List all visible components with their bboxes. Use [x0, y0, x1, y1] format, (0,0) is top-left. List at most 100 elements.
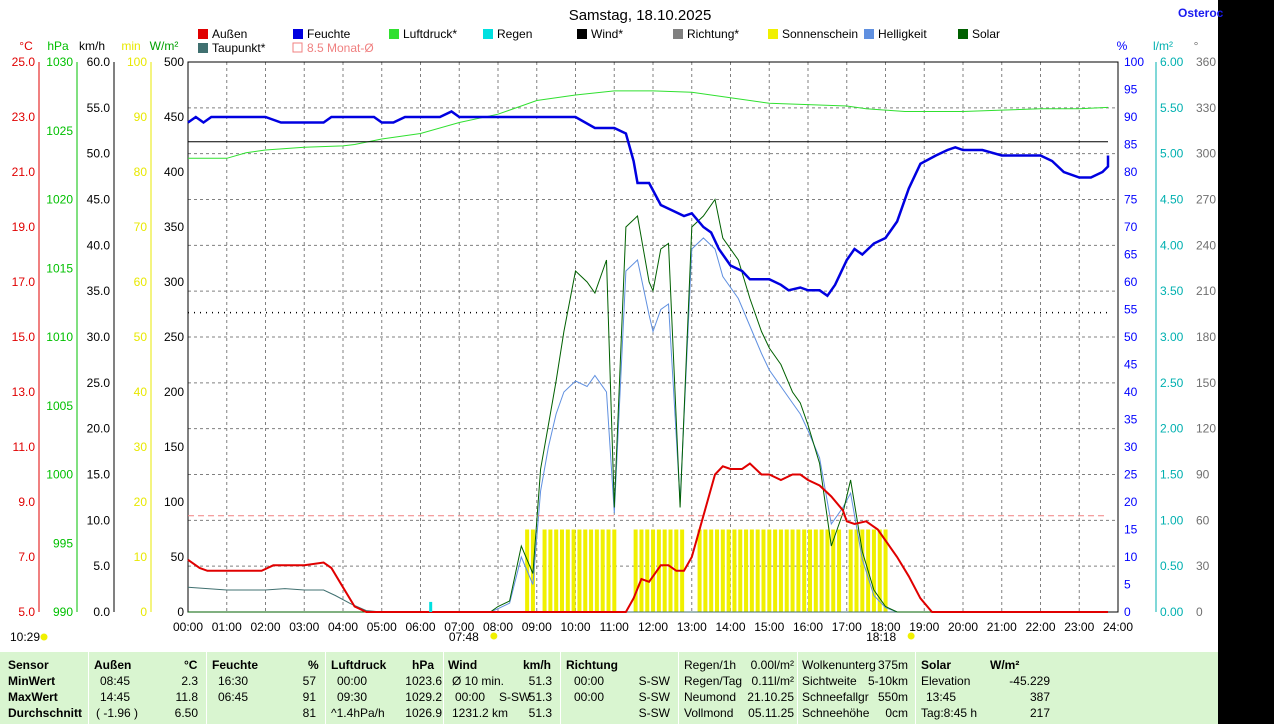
sunshine-bar — [548, 529, 553, 612]
solar-elevation-label: Elevation — [921, 674, 971, 688]
y-tick-label: 2.50 — [1160, 376, 1184, 390]
y-tick-label: 75 — [1124, 193, 1138, 207]
legend-label: Solar — [972, 27, 1000, 41]
legend-label: Helligkeit — [878, 27, 927, 41]
y-tick-label: 60 — [134, 275, 148, 289]
legend-swatch — [198, 43, 208, 53]
y-tick-label: 6.00 — [1160, 55, 1184, 69]
axis-unit-label: ° — [1194, 39, 1199, 53]
y-tick-label: 4.00 — [1160, 238, 1184, 252]
y-tick-label: 10 — [134, 550, 148, 564]
y-tick-label: 25 — [1124, 468, 1138, 482]
sunshine-bar — [854, 529, 859, 612]
richtung-max-time: 00:00 — [574, 690, 605, 704]
legend-label: Regen — [497, 27, 532, 41]
sunshine-bar — [831, 529, 836, 612]
sunshine-bar — [589, 529, 594, 612]
y-tick-label: 1020 — [46, 193, 73, 207]
sunshine-bar — [819, 529, 824, 612]
y-tick-label: 5.0 — [18, 605, 35, 619]
y-tick-label: 300 — [164, 275, 184, 289]
y-tick-label: 50 — [1124, 330, 1138, 344]
header-luftdruck-unit: hPa — [412, 658, 435, 672]
y-tick-label: 0.0 — [93, 605, 110, 619]
sunshine-bar — [860, 529, 865, 612]
statistics-table: Sensor Außen °C Feuchte % Luftdruck hPa … — [0, 652, 1218, 724]
legend-swatch — [577, 29, 587, 39]
legend-label: Feuchte — [307, 27, 351, 41]
site-name[interactable]: Osteroc — [1178, 6, 1224, 20]
x-tick-label: 05:00 — [367, 620, 397, 634]
y-tick-label: 450 — [164, 110, 184, 124]
y-tick-label: 150 — [1196, 376, 1216, 390]
x-tick-label: 00:00 — [173, 620, 203, 634]
y-tick-label: 21.0 — [12, 165, 36, 179]
sunshine-bar — [767, 529, 772, 612]
rain-day-label: Regen/Tag — [684, 674, 743, 688]
sunshine-bar — [662, 529, 667, 612]
solar-avg-value: 217 — [1029, 706, 1050, 720]
y-tick-label: 330 — [1196, 101, 1216, 115]
aussen-min-value: 2.3 — [181, 674, 198, 688]
cloud-base-label: Wolkenunterg — [802, 658, 876, 672]
sunshine-bar — [554, 529, 559, 612]
header-sensor: Sensor — [8, 658, 49, 672]
y-tick-label: 240 — [1196, 238, 1216, 252]
wind-min-label: Ø 10 min. — [452, 674, 505, 688]
feuchte-avg-value: 81 — [302, 706, 316, 720]
wind-min-value: 51.3 — [528, 674, 552, 688]
x-tick-label: 04:00 — [328, 620, 358, 634]
y-tick-label: 70 — [134, 220, 148, 234]
legend-label: 8.5 Monat-Ø — [307, 41, 374, 55]
y-tick-label: 500 — [164, 55, 184, 69]
x-tick-label: 20:00 — [948, 620, 978, 634]
y-tick-label: 55 — [1124, 303, 1138, 317]
y-tick-label: 30 — [1196, 559, 1210, 573]
sunshine-bar — [749, 529, 754, 612]
y-tick-label: 100 — [1124, 55, 1144, 69]
x-tick-label: 06:00 — [405, 620, 435, 634]
y-tick-label: 200 — [164, 385, 184, 399]
y-tick-label: 80 — [134, 165, 148, 179]
cloud-base-value: 375m — [877, 658, 908, 672]
x-tick-label: 02:00 — [250, 620, 280, 634]
sunshine-bar — [877, 529, 882, 612]
row-label-avg: Durchschnitt — [8, 706, 83, 720]
sunshine-bars — [525, 529, 888, 612]
y-tick-label: 95 — [1124, 83, 1138, 97]
y-tick-label: 1000 — [46, 468, 73, 482]
y-tick-label: 11.0 — [13, 440, 36, 454]
sunshine-bar — [871, 529, 876, 612]
visibility-label: Sichtweite — [802, 674, 857, 688]
x-tick-label: 18:00 — [870, 620, 900, 634]
x-tick-label: 14:00 — [715, 620, 745, 634]
richtung-avg-value: S-SW — [638, 706, 670, 720]
y-tick-label: 2.00 — [1160, 422, 1184, 436]
solar-elevation-value: -45.229 — [1009, 674, 1050, 688]
y-tick-label: 35 — [1124, 413, 1138, 427]
luftdruck-max-time: 09:30 — [337, 690, 368, 704]
solar-max-time: 13:45 — [926, 690, 957, 704]
row-label-max: MaxWert — [8, 690, 58, 704]
axis-unit-label: km/h — [79, 39, 105, 53]
luftdruck-max-value: 1029.2 — [405, 690, 442, 704]
y-tick-label: 1005 — [46, 399, 73, 413]
y-tick-label: 0 — [177, 605, 184, 619]
sunshine-bar — [790, 529, 795, 612]
y-tick-label: 40 — [1124, 385, 1138, 399]
sunshine-bar — [744, 529, 749, 612]
sunset-label: 18:18 — [866, 630, 896, 644]
x-tick-label: 24:00 — [1103, 620, 1133, 634]
richtung-min-value: S-SW — [638, 674, 670, 688]
series-luftdruck-line — [188, 90, 1109, 159]
y-tick-label: 25.0 — [87, 376, 111, 390]
sunshine-bar — [709, 529, 714, 612]
sunshine-bar — [606, 529, 611, 612]
luftdruck-avg-value: 1026.9 — [405, 706, 442, 720]
y-tick-label: 5.00 — [1160, 147, 1184, 161]
luftdruck-min-time: 00:00 — [337, 674, 368, 688]
y-tick-label: 50.0 — [87, 147, 111, 161]
y-tick-label: 13.0 — [12, 385, 36, 399]
sunshine-bar — [639, 529, 644, 612]
sunrise-label: 07:48 — [449, 630, 479, 644]
